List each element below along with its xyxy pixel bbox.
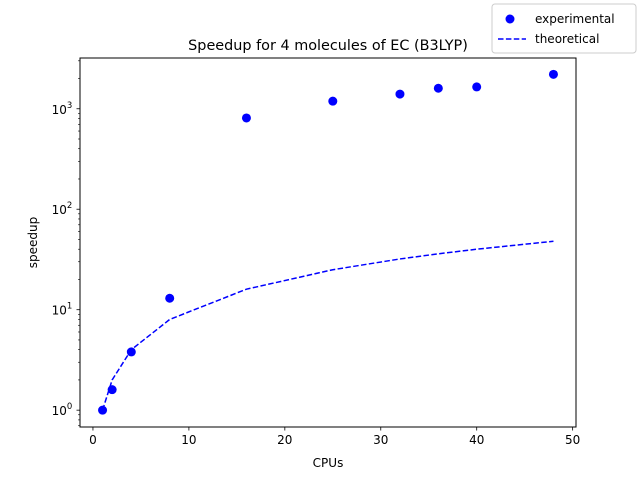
- plot-area: [98, 69, 558, 415]
- data-point-experimental: [472, 82, 482, 92]
- data-point-experimental: [241, 113, 251, 123]
- x-tick-label: 40: [469, 433, 484, 447]
- x-tick-label: 30: [373, 433, 388, 447]
- y-tick-label: 101: [52, 302, 73, 318]
- y-tick-label: 102: [52, 201, 73, 217]
- legend-label-theoretical: theoretical: [535, 32, 599, 46]
- x-tick-label: 0: [89, 433, 97, 447]
- legend-box: [491, 3, 637, 54]
- data-point-experimental: [107, 385, 117, 395]
- data-point-experimental: [548, 69, 558, 79]
- axis-ticks: 0 10 20 30 40 50 100 101 102 103: [52, 60, 580, 447]
- data-point-experimental: [98, 405, 108, 415]
- data-point-experimental: [165, 293, 175, 303]
- x-tick-label: 10: [181, 433, 196, 447]
- data-point-experimental: [328, 96, 338, 106]
- legend-label-experimental: experimental: [535, 12, 615, 26]
- x-axis-title: CPUs: [313, 456, 344, 470]
- series-line-theoretical: [101, 240, 554, 411]
- axes-frame: [79, 57, 577, 428]
- legend: experimental theoretical: [491, 3, 637, 54]
- x-tick-label: 20: [277, 433, 292, 447]
- x-tick-label: 50: [565, 433, 580, 447]
- chart-title: Speedup for 4 molecules of EC (B3LYP): [188, 38, 468, 54]
- y-tick-label: 103: [52, 101, 73, 117]
- data-point-experimental: [433, 83, 443, 93]
- data-point-experimental: [395, 89, 405, 99]
- y-tick-label: 100: [52, 402, 73, 418]
- data-point-experimental: [126, 347, 136, 357]
- legend-marker-experimental: [505, 14, 515, 24]
- y-axis-title: speedup: [26, 217, 40, 268]
